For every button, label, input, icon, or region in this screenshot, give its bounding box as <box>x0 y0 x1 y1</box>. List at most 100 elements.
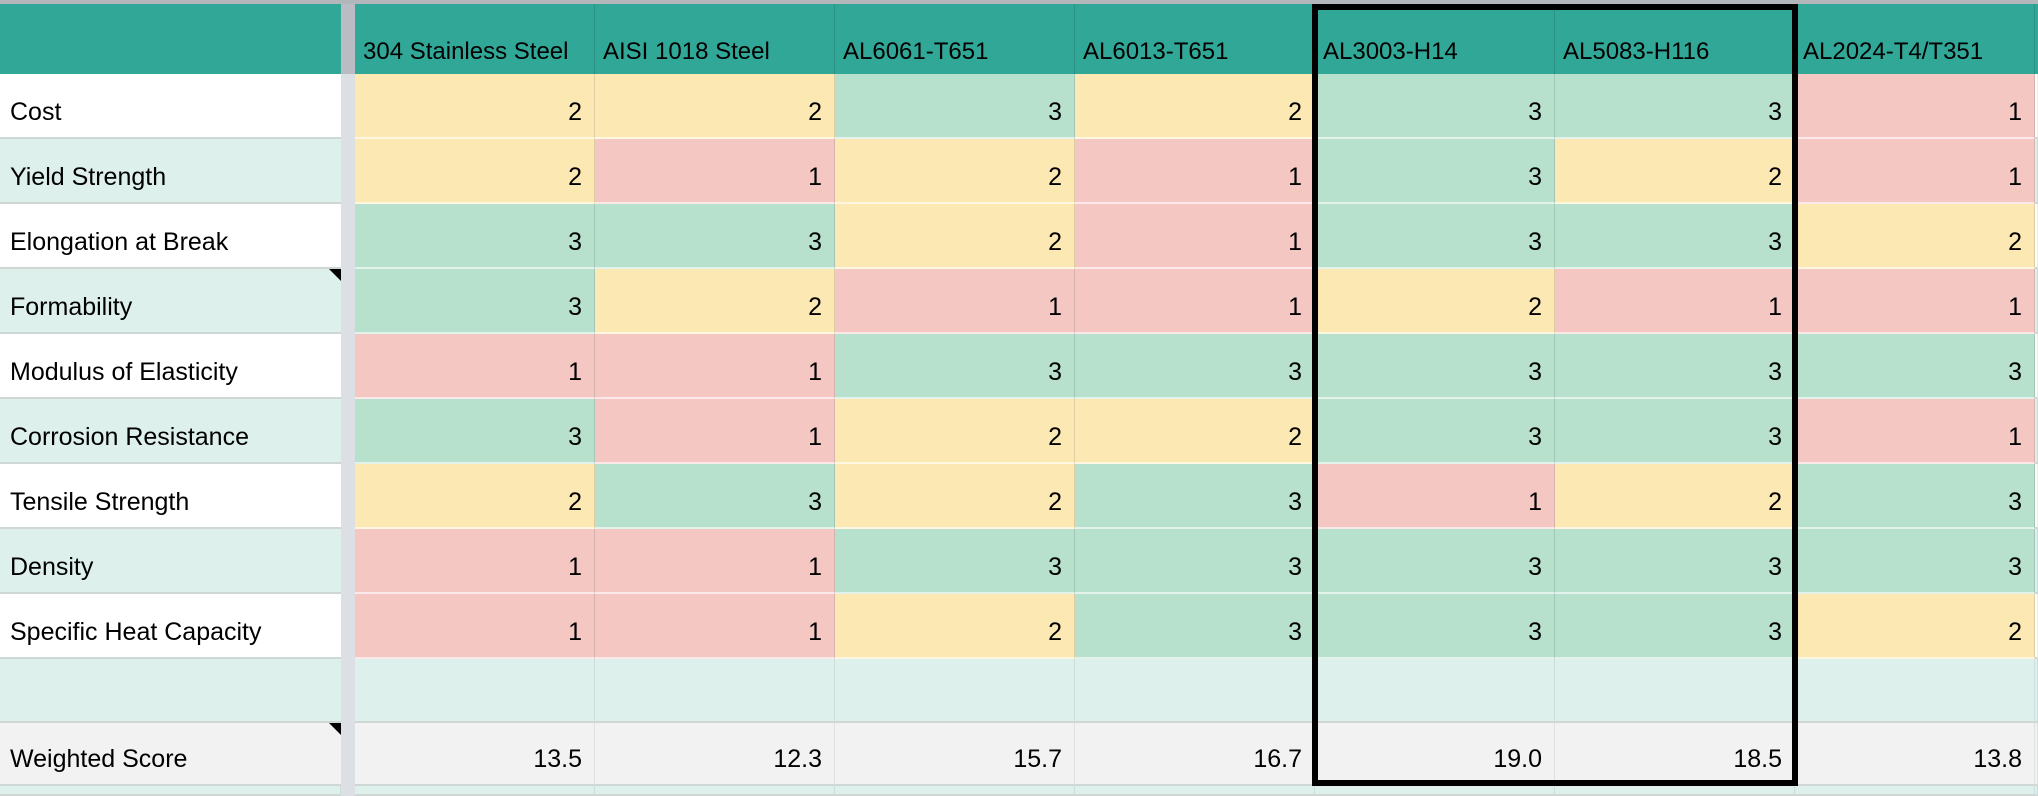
score-cell[interactable]: 3 <box>595 464 835 529</box>
weighted-score-cell[interactable]: 13.8 <box>1795 723 2035 786</box>
weighted-score-label[interactable]: Weighted Score <box>0 723 341 786</box>
score-cell[interactable]: 2 <box>835 594 1075 659</box>
row-label[interactable]: Tensile Strength <box>0 464 341 529</box>
column-header[interactable]: AL6013-T651 <box>1075 4 1315 74</box>
row-label[interactable]: Cost <box>0 74 341 139</box>
blank-row-label[interactable] <box>0 659 341 723</box>
row-label[interactable]: Elongation at Break <box>0 204 341 269</box>
score-cell[interactable]: 2 <box>1315 269 1555 334</box>
score-cell[interactable]: 3 <box>1075 334 1315 399</box>
score-cell[interactable]: 3 <box>595 204 835 269</box>
score-cell[interactable]: 3 <box>1555 529 1795 594</box>
table-corner-cell[interactable] <box>0 4 341 74</box>
score-cell[interactable]: 1 <box>1795 139 2035 204</box>
score-cell[interactable]: 1 <box>1555 269 1795 334</box>
partial-row-cell[interactable] <box>595 786 835 796</box>
column-header[interactable]: AL2024-T4/T351 <box>1795 4 2035 74</box>
score-cell[interactable]: 1 <box>355 529 595 594</box>
blank-cell[interactable] <box>835 659 1075 723</box>
score-cell[interactable]: 1 <box>1315 464 1555 529</box>
blank-cell[interactable] <box>1075 659 1315 723</box>
score-cell[interactable]: 3 <box>1315 594 1555 659</box>
score-cell[interactable]: 2 <box>355 464 595 529</box>
score-cell[interactable]: 1 <box>1075 139 1315 204</box>
score-cell[interactable]: 3 <box>1315 204 1555 269</box>
row-label[interactable]: Corrosion Resistance <box>0 399 341 464</box>
score-cell[interactable]: 3 <box>835 74 1075 139</box>
score-cell[interactable]: 2 <box>1555 464 1795 529</box>
column-header-partial[interactable] <box>2035 4 2038 74</box>
score-cell[interactable]: 3 <box>1555 399 1795 464</box>
score-cell[interactable]: 2 <box>835 139 1075 204</box>
column-header[interactable]: AISI 1018 Steel <box>595 4 835 74</box>
score-cell[interactable]: 2 <box>355 139 595 204</box>
partial-row-cell[interactable] <box>1795 786 2035 796</box>
weighted-score-cell[interactable]: 13.5 <box>355 723 595 786</box>
column-header[interactable]: AL6061-T651 <box>835 4 1075 74</box>
score-cell[interactable]: 2 <box>835 204 1075 269</box>
row-label[interactable]: Yield Strength <box>0 139 341 204</box>
blank-cell[interactable] <box>1555 659 1795 723</box>
partial-row-cell[interactable] <box>355 786 595 796</box>
weighted-score-cell[interactable]: 12.3 <box>595 723 835 786</box>
score-cell[interactable]: 1 <box>1795 74 2035 139</box>
partial-row-cell[interactable] <box>835 786 1075 796</box>
score-cell[interactable]: 2 <box>835 399 1075 464</box>
partial-row-cell[interactable] <box>1315 786 1555 796</box>
score-cell[interactable]: 2 <box>1075 74 1315 139</box>
score-cell[interactable]: 1 <box>355 334 595 399</box>
score-cell[interactable]: 1 <box>835 269 1075 334</box>
score-cell[interactable]: 1 <box>355 594 595 659</box>
score-cell[interactable]: 1 <box>595 529 835 594</box>
blank-cell[interactable] <box>1315 659 1555 723</box>
blank-cell[interactable] <box>595 659 835 723</box>
score-cell[interactable]: 3 <box>1315 399 1555 464</box>
score-cell[interactable]: 1 <box>595 594 835 659</box>
score-cell[interactable]: 2 <box>1795 204 2035 269</box>
score-cell[interactable]: 1 <box>595 334 835 399</box>
weighted-score-cell[interactable]: 18.5 <box>1555 723 1795 786</box>
score-cell[interactable]: 2 <box>1075 399 1315 464</box>
score-cell[interactable]: 2 <box>835 464 1075 529</box>
row-label[interactable]: Specific Heat Capacity <box>0 594 341 659</box>
row-label[interactable]: Modulus of Elasticity <box>0 334 341 399</box>
partial-row-cell[interactable] <box>1555 786 1795 796</box>
row-label[interactable]: Density <box>0 529 341 594</box>
score-cell[interactable]: 3 <box>355 399 595 464</box>
score-cell[interactable]: 1 <box>1795 399 2035 464</box>
score-cell[interactable]: 1 <box>595 139 835 204</box>
score-cell[interactable]: 1 <box>1075 204 1315 269</box>
score-cell[interactable]: 3 <box>1315 139 1555 204</box>
score-cell[interactable]: 3 <box>1315 529 1555 594</box>
blank-cell[interactable] <box>1795 659 2035 723</box>
score-cell[interactable]: 1 <box>1075 269 1315 334</box>
score-cell[interactable]: 3 <box>1075 464 1315 529</box>
score-cell[interactable]: 3 <box>1315 334 1555 399</box>
blank-cell[interactable] <box>355 659 595 723</box>
score-cell[interactable]: 1 <box>1795 269 2035 334</box>
score-cell[interactable]: 3 <box>1555 594 1795 659</box>
column-header[interactable]: AL5083-H116 <box>1555 4 1795 74</box>
score-cell[interactable]: 2 <box>595 269 835 334</box>
score-cell[interactable]: 3 <box>355 204 595 269</box>
weighted-score-cell[interactable]: 16.7 <box>1075 723 1315 786</box>
column-header[interactable]: AL3003-H14 <box>1315 4 1555 74</box>
score-cell[interactable]: 3 <box>1555 74 1795 139</box>
weighted-score-cell[interactable]: 19.0 <box>1315 723 1555 786</box>
score-cell[interactable]: 2 <box>595 74 835 139</box>
score-cell[interactable]: 3 <box>1075 594 1315 659</box>
score-cell[interactable]: 3 <box>1075 529 1315 594</box>
score-cell[interactable]: 3 <box>1555 334 1795 399</box>
score-cell[interactable]: 3 <box>835 334 1075 399</box>
weighted-score-cell[interactable]: 15.7 <box>835 723 1075 786</box>
score-cell[interactable]: 3 <box>1555 204 1795 269</box>
score-cell[interactable]: 3 <box>1795 529 2035 594</box>
score-cell[interactable]: 2 <box>1795 594 2035 659</box>
partial-row-label[interactable] <box>0 786 341 796</box>
partial-row-cell[interactable] <box>1075 786 1315 796</box>
score-cell[interactable]: 3 <box>1795 334 2035 399</box>
row-label[interactable]: Formability <box>0 269 341 334</box>
score-cell[interactable]: 3 <box>835 529 1075 594</box>
column-header[interactable]: 304 Stainless Steel <box>355 4 595 74</box>
score-cell[interactable]: 2 <box>1555 139 1795 204</box>
